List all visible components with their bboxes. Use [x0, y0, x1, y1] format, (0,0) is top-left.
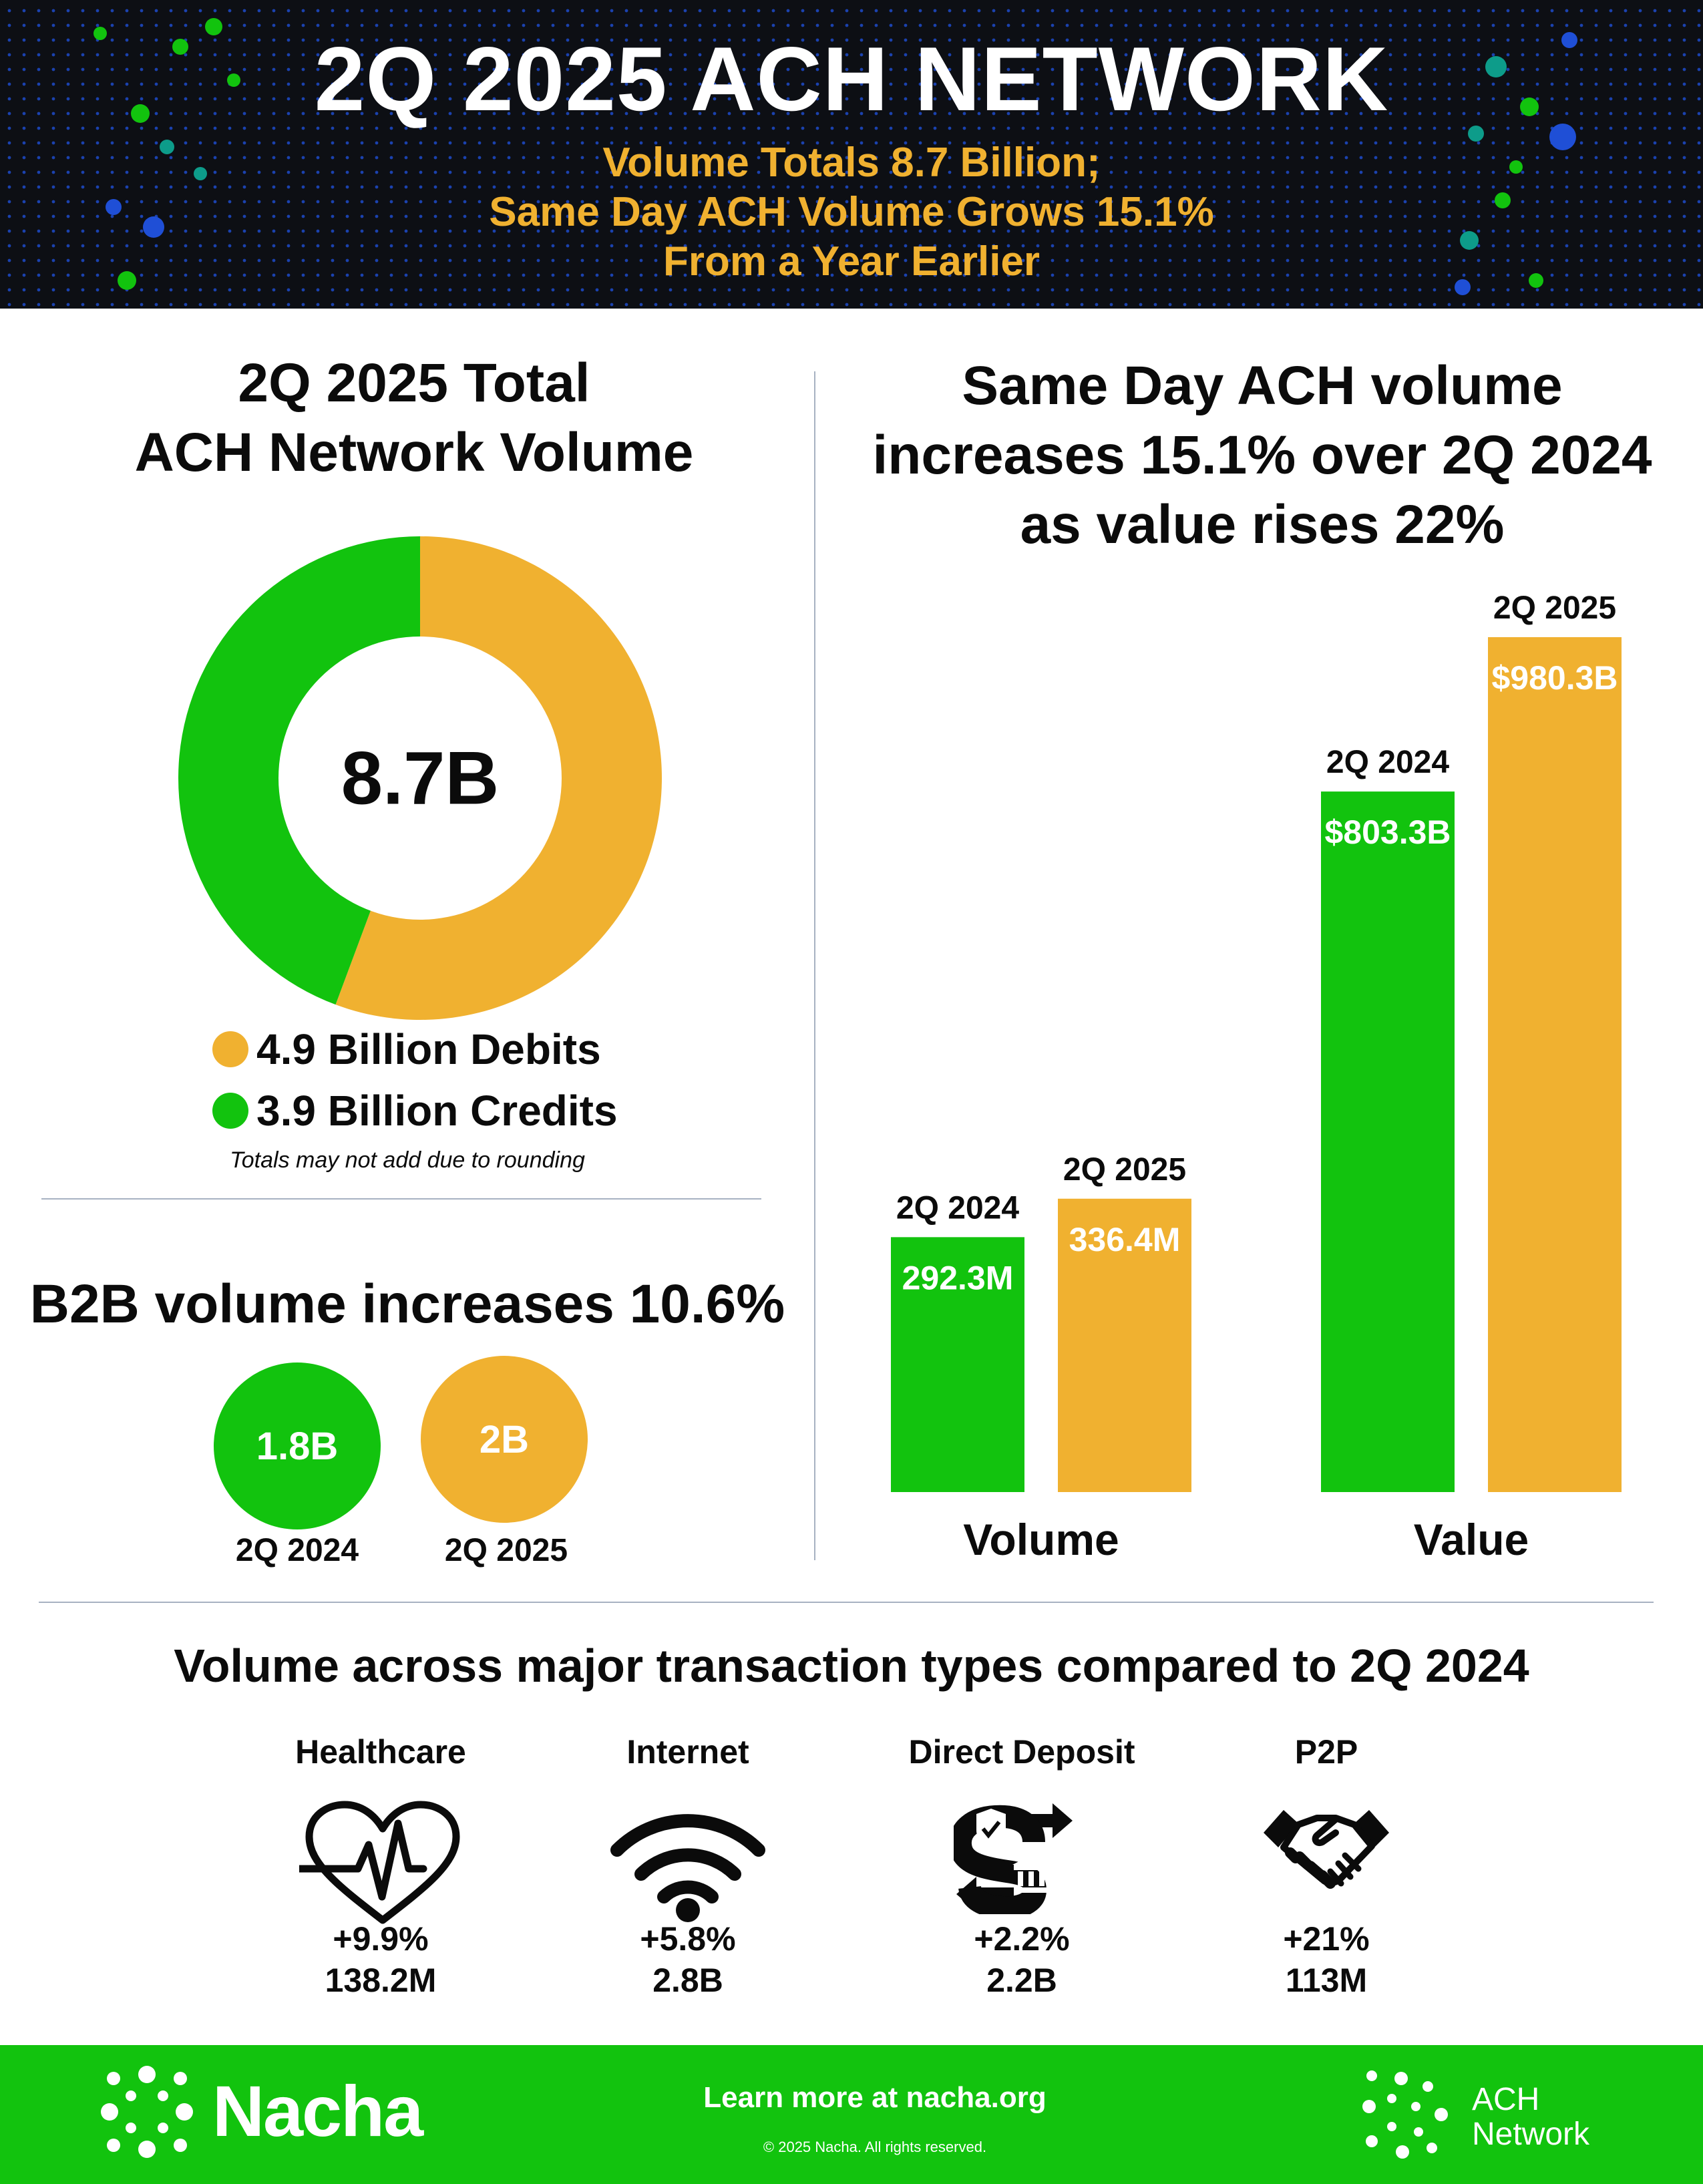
b2b-title: B2B volume increases 10.6%: [29, 1274, 785, 1334]
bar-value-2q2025: [1488, 637, 1622, 1492]
wifi-icon: [610, 1814, 765, 1922]
same-day-title-line-2: increases 15.1% over 2Q 2024: [872, 425, 1652, 486]
total-volume-donut-chart: 8.7B: [178, 536, 662, 1020]
learn-more-link[interactable]: Learn more at nacha.org: [703, 2081, 1047, 2114]
transaction-internet: Internet: [548, 1733, 828, 1771]
subtitle-line-2: Same Day ACH Volume Grows 15.1%: [489, 189, 1214, 235]
legend-label-credits: 3.9 Billion Credits: [256, 1087, 618, 1135]
transaction-stats-direct-deposit: +2.2% 2.2B: [882, 1920, 1162, 2000]
transaction-change-internet: +5.8%: [640, 1920, 736, 1958]
transaction-stats-internet: +5.8% 2.8B: [548, 1920, 828, 2000]
transaction-volume-direct-deposit: 2.2B: [986, 1962, 1057, 1999]
center-vertical-divider: [814, 371, 815, 1560]
transaction-name-healthcare: Healthcare: [295, 1733, 466, 1771]
ach-network-brand-line-1: ACH: [1472, 2082, 1540, 2117]
donut-center-label: 8.7B: [341, 737, 500, 820]
header-banner: [0, 0, 1703, 309]
transaction-name-internet: Internet: [626, 1733, 749, 1771]
bar-period-label-value-2q2025: 2Q 2025: [1493, 590, 1616, 626]
b2b-value-2q2024: 1.8B: [256, 1424, 339, 1468]
b2b-period-2q2025: 2Q 2025: [444, 1533, 568, 1568]
subtitle-line-1: Volume Totals 8.7 Billion;: [602, 140, 1101, 186]
bar-value-2q2024: [1321, 791, 1455, 1492]
total-volume-title-line-1: 2Q 2025 Total: [238, 353, 590, 413]
transaction-volume-internet: 2.8B: [652, 1962, 723, 1999]
transaction-healthcare: Healthcare: [240, 1733, 521, 1771]
bar-value-label-volume-2q2025: 336.4M: [1069, 1221, 1181, 1258]
legend-swatch-debits: [212, 1031, 248, 1067]
nacha-brand-logo: Nacha: [212, 2070, 423, 2151]
b2b-circle-2q2024: 1.8B: [214, 1362, 381, 1529]
transactions-title: Volume across major transaction types co…: [174, 1640, 1529, 1692]
bar-category-label-volume: Volume: [963, 1515, 1119, 1564]
subtitle-line-3: From a Year Earlier: [663, 238, 1040, 285]
transaction-change-direct-deposit: +2.2%: [974, 1920, 1070, 1958]
bar-value-label-value-2q2024: $803.3B: [1324, 813, 1451, 851]
transaction-stats-healthcare: +9.9% 138.2M: [240, 1920, 521, 2000]
nacha-logo-icon: [101, 2066, 193, 2158]
left-panel-divider: [41, 1198, 761, 1200]
ach-network-logo-icon: [1362, 2070, 1448, 2159]
transactions-divider: [39, 1602, 1654, 1603]
b2b-circle-2q2025: 2B: [421, 1356, 588, 1523]
transaction-name-p2p: P2P: [1294, 1733, 1358, 1771]
footer-bar: [0, 2045, 1703, 2184]
bar-volume-2q2024: [891, 1237, 1024, 1492]
ach-network-brand-line-2: Network: [1472, 2117, 1590, 2152]
legend-item-debits: 4.9 Billion Debits: [212, 1025, 601, 1074]
header-dot-pattern: [7, 9, 1701, 307]
handshake-icon: [1264, 1810, 1389, 1889]
page-title: 2Q 2025 ACH NETWORK: [314, 28, 1389, 130]
transaction-direct-deposit: Direct Deposit: [882, 1733, 1162, 1771]
transaction-name-direct-deposit: Direct Deposit: [908, 1733, 1135, 1771]
same-day-title-line-3: as value rises 22%: [1020, 494, 1505, 555]
bar-volume-2q2025: [1058, 1198, 1191, 1492]
b2b-period-2q2024: 2Q 2024: [235, 1533, 359, 1568]
direct-deposit-icon: [954, 1803, 1073, 1914]
transaction-volume-healthcare: 138.2M: [325, 1962, 437, 1999]
legend-item-credits: 3.9 Billion Credits: [212, 1086, 618, 1135]
transaction-p2p: P2P: [1186, 1733, 1467, 1771]
bar-value-label-value-2q2025: $980.3B: [1491, 659, 1618, 697]
rounding-note: Totals may not add due to rounding: [230, 1147, 585, 1173]
heart-pulse-icon: [299, 1801, 460, 1924]
same-day-bar-chart: 2Q 2024 292.3M 2Q 2025 336.4M Volume 2Q 2024 $…: [891, 590, 1622, 1564]
bar-value-label-volume-2q2024: 292.3M: [902, 1259, 1014, 1296]
same-day-title-line-1: Same Day ACH volume: [962, 355, 1563, 416]
copyright-text: © 2025 Nacha. All rights reserved.: [763, 2139, 987, 2155]
transaction-change-healthcare: +9.9%: [333, 1920, 429, 1958]
transaction-volume-p2p: 113M: [1285, 1962, 1368, 1999]
bar-period-label-volume-2q2025: 2Q 2025: [1063, 1152, 1186, 1188]
bar-category-label-value: Value: [1414, 1515, 1529, 1564]
total-volume-title-line-2: ACH Network Volume: [134, 422, 694, 483]
legend-label-debits: 4.9 Billion Debits: [256, 1025, 601, 1073]
bar-period-label-volume-2q2024: 2Q 2024: [896, 1190, 1019, 1226]
b2b-value-2q2025: 2B: [479, 1417, 530, 1461]
donut-hole: [278, 636, 562, 920]
legend-swatch-credits: [212, 1093, 248, 1129]
bar-period-label-value-2q2024: 2Q 2024: [1326, 745, 1449, 780]
ach-network-brand: ACH Network: [1472, 2082, 1589, 2152]
transaction-change-p2p: +21%: [1283, 1920, 1370, 1958]
transaction-stats-p2p: +21% 113M: [1186, 1920, 1467, 2000]
